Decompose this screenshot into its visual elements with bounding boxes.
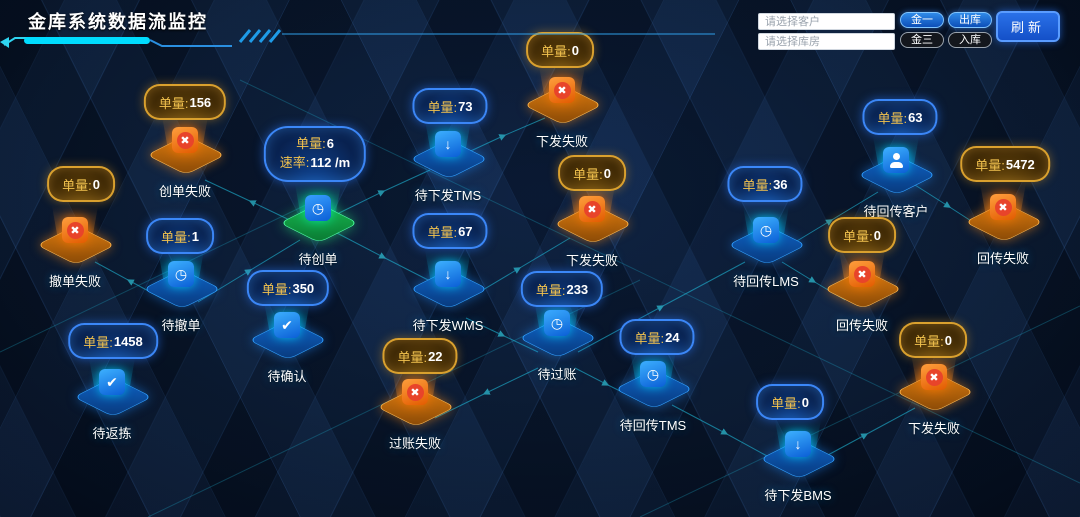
user-x-icon: ✖ [990,194,1016,220]
node-label: 待回传LMS [733,274,799,289]
node-label: 下发失败 [535,134,588,149]
node-label: 创单失败 [158,184,211,199]
badge-dispatch-fail-bottom: 单量: 0 [899,322,967,358]
node-dispatch-fail-top[interactable]: ✖ 下发失败 [510,64,614,150]
clock-icon: ◷ [305,195,331,221]
node-confirm-pending[interactable]: ✔ 待确认 [235,299,339,385]
x-icon: ✖ [402,379,428,405]
badge-dispatch-tms-pending: 单量: 73 [412,88,488,124]
node-label: 待下发BMS [764,488,832,503]
node-label: 回传失败 [835,318,888,333]
node-label: 待过账 [537,367,577,382]
x-icon: ✖ [579,196,605,222]
x-icon: ✖ [62,217,88,243]
node-dispatch-wms-pending[interactable]: ↓ 待下发WMS [396,248,500,334]
node-label: 待回传TMS [619,418,687,433]
clock-icon: ◷ [544,310,570,336]
node-create-fail[interactable]: ✖ 创单失败 [133,114,237,200]
badge-dispatch-fail-mid: 单量: 0 [558,155,626,191]
node-label: 待回传客户 [863,204,929,219]
refresh-button[interactable]: 刷新 [996,11,1060,42]
node-label: 待下发TMS [414,188,482,203]
node-return-fail-mid[interactable]: ✖ 回传失败 [810,248,914,334]
badge-return-fail-right: 单量: 5472 [960,146,1050,182]
node-label: 待下发WMS [412,318,484,333]
clock-icon: ◷ [168,261,194,287]
node-label: 撤单失败 [48,274,101,289]
badge-dispatch-fail-top: 单量: 0 [526,32,594,68]
user-icon [883,147,909,173]
warehouse-select-input[interactable] [758,33,895,50]
badge-dispatch-wms-pending: 单量: 67 [412,213,488,249]
badge-create-fail: 单量: 156 [143,84,227,120]
node-return-fail-right[interactable]: ✖ 回传失败 [951,181,1055,267]
node-dispatch-tms-pending[interactable]: ↓ 待下发TMS [396,118,500,204]
node-cancel-pending[interactable]: ◷ 待撤单 [129,248,233,334]
badge-posting-fail: 单量: 22 [382,338,458,374]
node-label: 下发失败 [565,253,618,268]
customer-select-input[interactable] [758,13,895,30]
node-create-pending[interactable]: ◷ 待创单 [266,182,370,268]
check-icon: ✔ [274,312,300,338]
node-return-tms-pending[interactable]: ◷ 待回传TMS [601,348,705,434]
title-underline-decor [0,29,715,48]
x-icon: ✖ [172,127,198,153]
badge-posting-pending: 单量: 233 [520,271,604,307]
badge-cancel-fail: 单量: 0 [47,166,115,202]
node-label: 过账失败 [388,436,441,451]
chuku-button[interactable]: 出库 [948,12,992,28]
node-label: 待确认 [267,369,307,384]
jin1-button[interactable]: 金一 [900,12,944,28]
node-return-customer-pending[interactable]: 待回传客户 [844,134,948,220]
arrow-down-icon: ↓ [435,131,461,157]
node-dispatch-fail-bottom[interactable]: ✖ 下发失败 [882,351,986,437]
badge-return-tms-pending: 单量: 24 [619,319,695,355]
badge-cancel-pending: 单量: 1 [146,218,214,254]
check-icon: ✔ [99,369,125,395]
badge-return-fail-mid: 单量: 0 [828,217,896,253]
node-cancel-fail[interactable]: ✖ 撤单失败 [23,204,127,290]
node-label: 下发失败 [907,421,960,436]
badge-repick-pending: 单量: 1458 [68,323,158,359]
node-label: 待返拣 [92,426,132,441]
badge-return-customer-pending: 单量: 63 [862,99,938,135]
node-return-lms-pending[interactable]: ◷ 待回传LMS [714,204,818,290]
x-icon: ✖ [549,77,575,103]
badge-confirm-pending: 单量: 350 [246,270,330,306]
x-icon: ✖ [849,261,875,287]
x-icon: ✖ [921,364,947,390]
badge-return-lms-pending: 单量: 36 [727,166,803,202]
node-posting-pending[interactable]: ◷ 待过账 [505,297,609,383]
node-label: 待创单 [298,252,338,267]
node-label: 回传失败 [976,251,1029,266]
node-posting-fail[interactable]: ✖ 过账失败 [363,366,467,452]
node-label: 待撤单 [161,318,201,333]
badge-create-pending: 单量: 6 速率: 112 /m [263,126,367,182]
node-dispatch-bms-pending[interactable]: ↓ 待下发BMS [746,418,850,504]
badge-dispatch-bms-pending: 单量: 0 [756,384,824,420]
clock-icon: ◷ [753,217,779,243]
ruku-button[interactable]: 入库 [948,32,992,48]
clock-icon: ◷ [640,361,666,387]
node-repick-pending[interactable]: ✔ 待返拣 [60,356,164,442]
node-dispatch-fail-mid[interactable]: ✖ 下发失败 [540,183,644,269]
page-title: 金库系统数据流监控 [28,12,208,32]
arrow-down-icon: ↓ [785,431,811,457]
jin3-button[interactable]: 金三 [900,32,944,48]
arrow-down-icon: ↓ [435,261,461,287]
